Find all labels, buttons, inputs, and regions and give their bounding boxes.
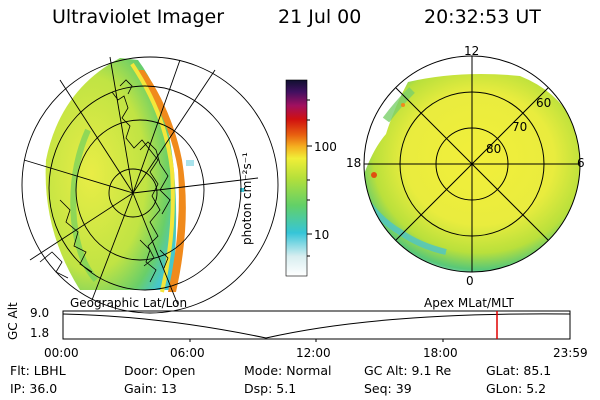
colorbar-unit-label: photon cm⁻²s⁻¹ (240, 152, 254, 245)
mlt-label-12: 12 (464, 44, 480, 58)
header-date: 21 Jul 00 (278, 6, 362, 28)
colorbar-tick-10: 10 (314, 228, 330, 242)
altitude-plot (62, 310, 571, 342)
coastlines (39, 79, 171, 283)
header-time: 20:32:53 UT (424, 6, 541, 28)
info-dsp: Dsp: 5.1 (244, 381, 297, 396)
x-tick-2359: 23:59 (553, 346, 588, 360)
x-tick-1200: 12:00 (296, 346, 331, 360)
app-title: Ultraviolet Imager (52, 6, 225, 28)
polar-image (364, 74, 580, 272)
info-gain: Gain: 13 (124, 381, 177, 396)
polar-grid (363, 55, 581, 273)
info-flt: Flt: LBHL (10, 363, 66, 378)
lat-label-60: 60 (536, 96, 552, 110)
info-ip: IP: 36.0 (10, 381, 58, 396)
altitude-tick-9: 9.0 (30, 306, 50, 320)
geographic-label: Geographic Lat/Lon (70, 296, 188, 310)
colorbar-tick-100: 100 (314, 140, 337, 154)
apex-label: Apex MLat/MLT (424, 296, 514, 310)
info-mode: Mode: Normal (244, 363, 332, 378)
info-seq: Seq: 39 (364, 381, 412, 396)
info-glon: GLon: 5.2 (486, 381, 547, 396)
lat-label-70: 70 (512, 120, 528, 134)
x-tick-0600: 06:00 (170, 346, 205, 360)
mlt-label-18: 18 (346, 156, 362, 170)
mlt-label-0: 0 (466, 274, 474, 288)
colorbar (285, 79, 312, 277)
altitude-tick-1-8: 1.8 (30, 326, 50, 340)
mlt-label-6: 6 (577, 156, 585, 170)
x-tick-1800: 18:00 (423, 346, 458, 360)
geographic-grid (21, 56, 279, 314)
info-gc-alt: GC Alt: 9.1 Re (364, 363, 452, 378)
info-door: Door: Open (124, 363, 196, 378)
x-tick-0000: 00:00 (44, 346, 79, 360)
info-glat: GLat: 85.1 (486, 363, 552, 378)
altitude-axis-label: GC Alt (6, 302, 20, 340)
lat-label-80: 80 (486, 142, 502, 156)
